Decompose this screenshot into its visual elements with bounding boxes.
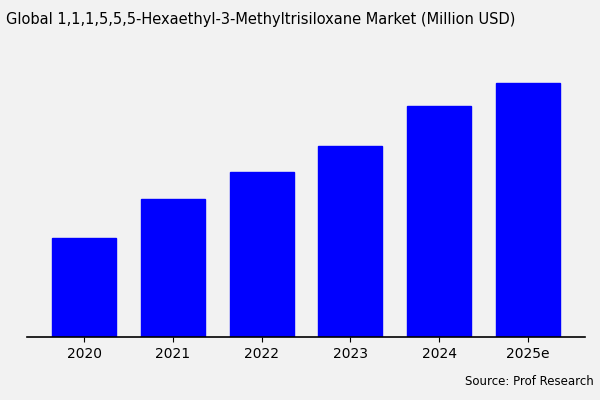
Bar xyxy=(52,238,116,337)
Bar xyxy=(230,172,293,337)
Bar xyxy=(407,106,471,337)
Bar xyxy=(141,199,205,337)
Bar xyxy=(319,146,382,337)
Text: Global 1,1,1,5,5,5-Hexaethyl-3-Methyltrisiloxane Market (Million USD): Global 1,1,1,5,5,5-Hexaethyl-3-Methyltri… xyxy=(6,12,515,27)
Bar xyxy=(496,83,560,337)
Text: Source: Prof Research: Source: Prof Research xyxy=(465,375,594,388)
